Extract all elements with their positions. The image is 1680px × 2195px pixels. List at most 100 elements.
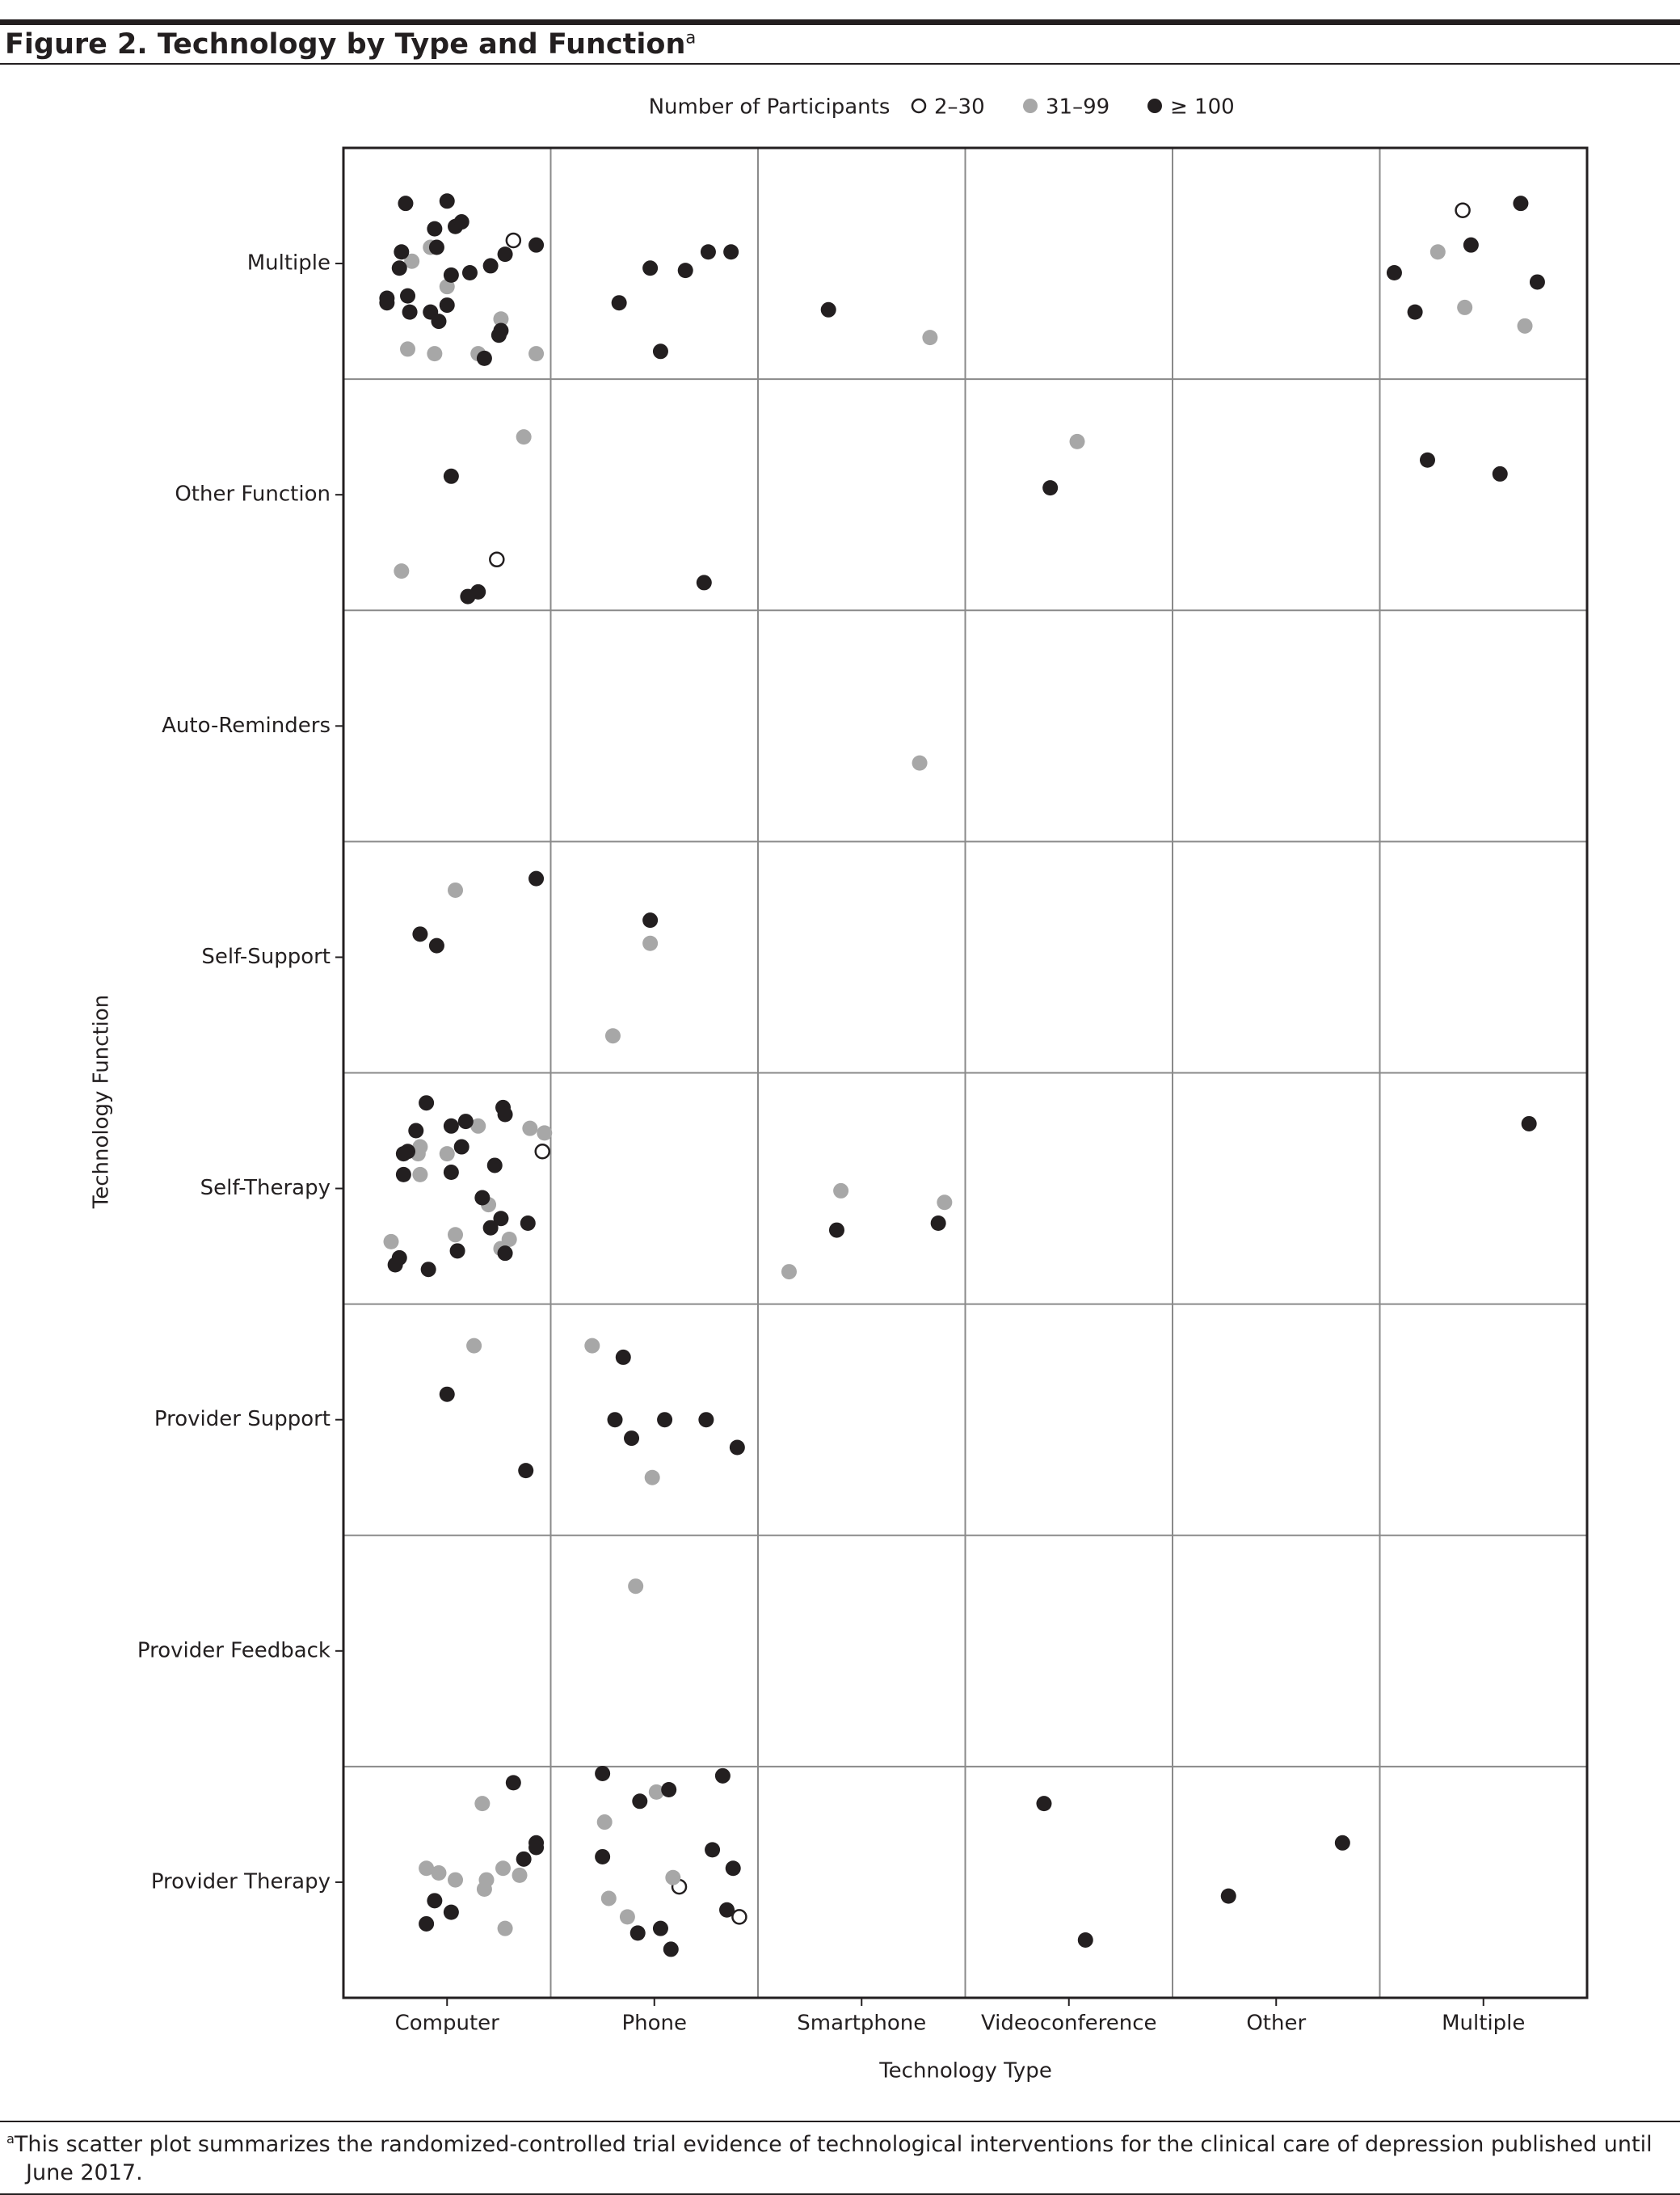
point xyxy=(453,214,469,230)
title-text: Figure 2. Technology by Type and Functio… xyxy=(5,28,686,61)
point xyxy=(705,1842,721,1858)
footnote-text: This scatter plot summarizes the randomi… xyxy=(14,2132,1653,2185)
point xyxy=(595,1765,611,1781)
point xyxy=(1492,466,1508,482)
point xyxy=(516,429,532,445)
point xyxy=(493,311,509,327)
point xyxy=(427,1893,443,1909)
legend-title: Number of Participants xyxy=(649,95,891,120)
point xyxy=(497,246,513,263)
point xyxy=(491,327,507,343)
point xyxy=(518,1463,534,1479)
point xyxy=(400,341,416,357)
point xyxy=(584,1338,600,1354)
point xyxy=(419,1860,435,1877)
point xyxy=(460,588,476,605)
y-tick-label: Self-Support xyxy=(201,945,331,969)
point xyxy=(476,350,492,366)
point xyxy=(428,937,444,954)
point xyxy=(489,551,505,568)
point xyxy=(661,1781,677,1797)
point xyxy=(534,1144,550,1160)
point xyxy=(607,1412,623,1428)
point xyxy=(439,193,455,209)
point xyxy=(482,1220,499,1236)
point xyxy=(493,1211,509,1227)
point xyxy=(395,1146,411,1162)
x-tick-label: Smartphone xyxy=(797,2012,926,2036)
point xyxy=(624,1430,640,1447)
point xyxy=(1455,202,1471,219)
point xyxy=(522,1120,538,1136)
point xyxy=(443,468,459,484)
point xyxy=(408,1123,424,1139)
point xyxy=(629,1925,646,1941)
y-tick-label: Multiple xyxy=(247,251,331,276)
point xyxy=(729,1439,745,1456)
point xyxy=(833,1182,849,1199)
point xyxy=(731,1909,747,1925)
point xyxy=(443,267,459,283)
point xyxy=(383,1233,399,1249)
point xyxy=(505,232,522,249)
y-tick-label: Auto-Reminders xyxy=(162,714,331,738)
x-axis-title: Technology Type xyxy=(878,2059,1052,2083)
point xyxy=(628,1578,644,1595)
point xyxy=(663,1941,679,1957)
point xyxy=(512,1867,528,1883)
y-axis-title: Technology Function xyxy=(90,995,114,1210)
point xyxy=(1429,244,1446,260)
plot-frame xyxy=(342,146,1589,1999)
point xyxy=(657,1412,673,1428)
point xyxy=(474,1796,491,1812)
point xyxy=(448,1872,464,1888)
footnote-marker: a xyxy=(6,2131,15,2147)
point xyxy=(723,244,739,260)
point xyxy=(427,221,443,237)
point xyxy=(700,244,716,260)
point xyxy=(698,1412,714,1428)
point xyxy=(781,1264,797,1280)
point xyxy=(448,882,464,898)
point xyxy=(476,1881,492,1898)
point xyxy=(619,1909,635,1925)
title-note: a xyxy=(685,27,697,48)
legend-label: ≥ 100 xyxy=(1170,95,1235,120)
point xyxy=(482,258,499,274)
point xyxy=(400,288,416,304)
point xyxy=(457,1114,474,1130)
point xyxy=(431,314,447,330)
point xyxy=(1419,452,1435,468)
point xyxy=(642,935,659,951)
point xyxy=(404,253,420,269)
point xyxy=(719,1902,735,1918)
point xyxy=(419,1095,435,1111)
point xyxy=(537,1125,553,1141)
point xyxy=(520,1215,536,1231)
point xyxy=(648,1784,664,1800)
point xyxy=(428,239,444,255)
x-tick-label: Computer xyxy=(395,2012,500,2036)
point xyxy=(453,1139,469,1155)
point xyxy=(1042,480,1059,496)
point xyxy=(696,575,712,591)
point xyxy=(419,1915,435,1932)
point xyxy=(611,295,627,311)
point xyxy=(1220,1888,1236,1904)
point xyxy=(1407,304,1423,320)
point xyxy=(652,1920,668,1936)
point xyxy=(1077,1932,1093,1948)
point xyxy=(420,1262,436,1278)
point xyxy=(505,1775,521,1791)
legend-marker xyxy=(1147,99,1162,113)
figure-title: Figure 2. Technology by Type and Functio… xyxy=(0,19,1680,65)
point xyxy=(677,263,693,279)
chart: Number of Participants Technology Type T… xyxy=(90,95,1589,2083)
point xyxy=(1513,196,1529,212)
point xyxy=(644,1469,660,1485)
point xyxy=(1036,1796,1052,1812)
x-tick-label: Videoconference xyxy=(981,2012,1157,2036)
point xyxy=(1334,1835,1350,1851)
point xyxy=(394,244,410,260)
